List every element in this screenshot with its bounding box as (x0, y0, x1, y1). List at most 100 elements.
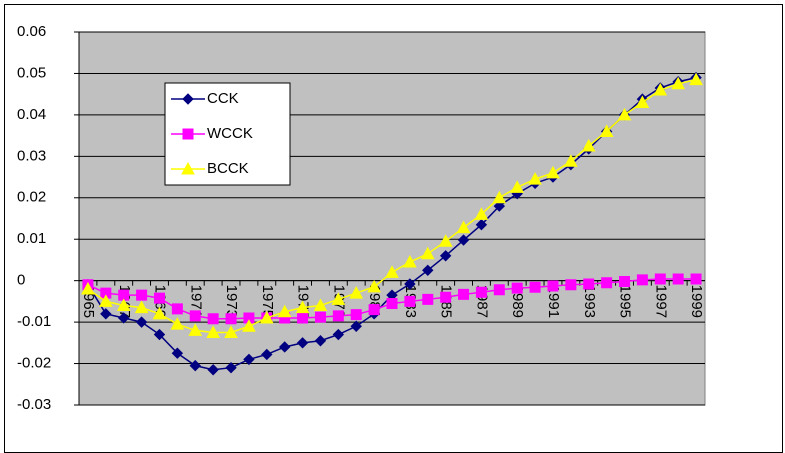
marker (225, 313, 237, 325)
marker (118, 289, 130, 301)
marker (314, 335, 327, 347)
marker (116, 298, 131, 312)
legend-label: CCK (207, 90, 239, 107)
y-tick-label: 0.03 (17, 147, 46, 164)
marker (581, 138, 596, 152)
y-tick-label: -0.01 (17, 313, 51, 330)
y-tick-label: -0.02 (17, 355, 51, 372)
marker (619, 275, 631, 287)
y-tick-label: 0 (17, 272, 25, 289)
marker (510, 180, 525, 193)
marker (153, 292, 165, 304)
x-tick-label: 1971 (187, 285, 204, 318)
marker (278, 341, 291, 353)
marker (181, 161, 195, 175)
marker (189, 310, 201, 322)
marker (350, 309, 362, 321)
marker (475, 219, 488, 231)
marker (635, 95, 650, 108)
marker (690, 273, 702, 285)
marker (295, 300, 310, 314)
marker (546, 165, 560, 179)
marker (493, 200, 506, 212)
marker (528, 172, 542, 185)
marker (331, 292, 346, 305)
marker (386, 297, 398, 309)
marker (243, 312, 255, 324)
marker (225, 361, 237, 374)
legend-label: BCCK (207, 160, 249, 177)
x-tick-label: 1993 (581, 285, 598, 318)
y-tick-label: -0.03 (17, 396, 51, 413)
marker (243, 353, 255, 366)
marker (171, 347, 184, 359)
marker (297, 312, 309, 324)
legend-label: WCCK (207, 125, 253, 142)
marker (367, 279, 381, 293)
x-tick-label: 1973 (223, 285, 240, 318)
marker (81, 281, 95, 295)
marker (349, 286, 364, 299)
marker (457, 234, 470, 246)
marker (671, 76, 686, 90)
y-tick-label: 0.02 (17, 189, 46, 206)
marker (672, 273, 684, 285)
marker (188, 323, 203, 336)
marker (474, 207, 489, 220)
marker (385, 265, 399, 278)
marker (636, 274, 648, 286)
x-tick-label: 1975 (259, 285, 276, 318)
x-tick-label: 1999 (688, 285, 705, 318)
marker (564, 154, 578, 167)
marker (458, 288, 470, 300)
marker (153, 328, 166, 341)
marker (404, 295, 416, 307)
marker (152, 306, 167, 320)
marker (171, 303, 183, 315)
marker (332, 328, 345, 341)
marker (599, 124, 614, 137)
marker (296, 337, 309, 349)
y-tick-label: 0.01 (17, 230, 46, 247)
marker (207, 364, 219, 376)
marker (617, 107, 632, 121)
marker (259, 310, 274, 324)
marker (224, 325, 238, 338)
marker (601, 277, 613, 289)
marker (182, 128, 194, 140)
marker (440, 291, 452, 303)
marker (118, 312, 130, 324)
marker (314, 311, 326, 323)
x-tick-label: 1997 (652, 285, 669, 318)
marker (420, 246, 435, 260)
marker (98, 294, 113, 307)
marker (456, 220, 471, 234)
marker (404, 278, 416, 290)
marker (332, 310, 344, 322)
marker (182, 93, 194, 105)
marker (261, 348, 273, 361)
marker (100, 287, 112, 299)
marker (689, 72, 703, 86)
y-tick-label: 0.06 (17, 23, 46, 40)
marker (422, 293, 434, 305)
marker (189, 359, 201, 372)
marker (511, 282, 523, 294)
marker (422, 264, 434, 277)
x-tick-label: 1995 (617, 285, 634, 318)
marker (529, 281, 541, 293)
marker (438, 234, 453, 247)
y-tick-label: 0.04 (17, 106, 46, 123)
marker (403, 254, 417, 268)
marker (475, 286, 487, 298)
marker (207, 313, 219, 325)
marker (242, 319, 256, 332)
marker (493, 284, 505, 296)
marker (170, 317, 185, 330)
marker (439, 250, 452, 262)
marker (135, 316, 148, 328)
x-tick-label: 1991 (545, 285, 562, 318)
marker (653, 82, 668, 96)
marker (350, 320, 362, 332)
